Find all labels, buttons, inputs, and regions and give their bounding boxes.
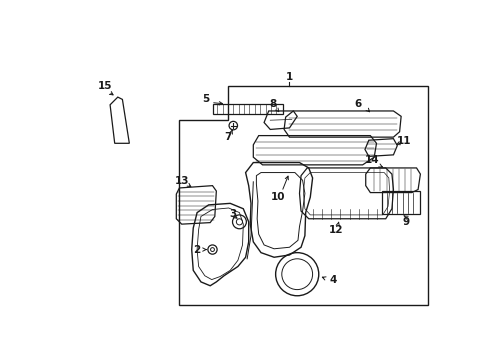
Text: 7: 7 bbox=[224, 132, 231, 142]
Text: 14: 14 bbox=[364, 155, 378, 165]
Text: 8: 8 bbox=[269, 99, 276, 109]
Bar bbox=[213, 104, 282, 114]
Text: 9: 9 bbox=[402, 217, 409, 227]
Text: 4: 4 bbox=[329, 275, 336, 285]
Bar bbox=[381, 191, 420, 214]
Text: 13: 13 bbox=[174, 176, 188, 186]
Text: 1: 1 bbox=[285, 72, 292, 82]
Text: 2: 2 bbox=[193, 244, 200, 255]
Text: 10: 10 bbox=[270, 192, 285, 202]
Text: 12: 12 bbox=[328, 225, 342, 235]
Text: 11: 11 bbox=[396, 136, 410, 146]
Text: 15: 15 bbox=[97, 81, 112, 91]
Text: 3: 3 bbox=[229, 209, 236, 219]
Text: 5: 5 bbox=[202, 94, 209, 104]
Text: 6: 6 bbox=[354, 99, 361, 109]
